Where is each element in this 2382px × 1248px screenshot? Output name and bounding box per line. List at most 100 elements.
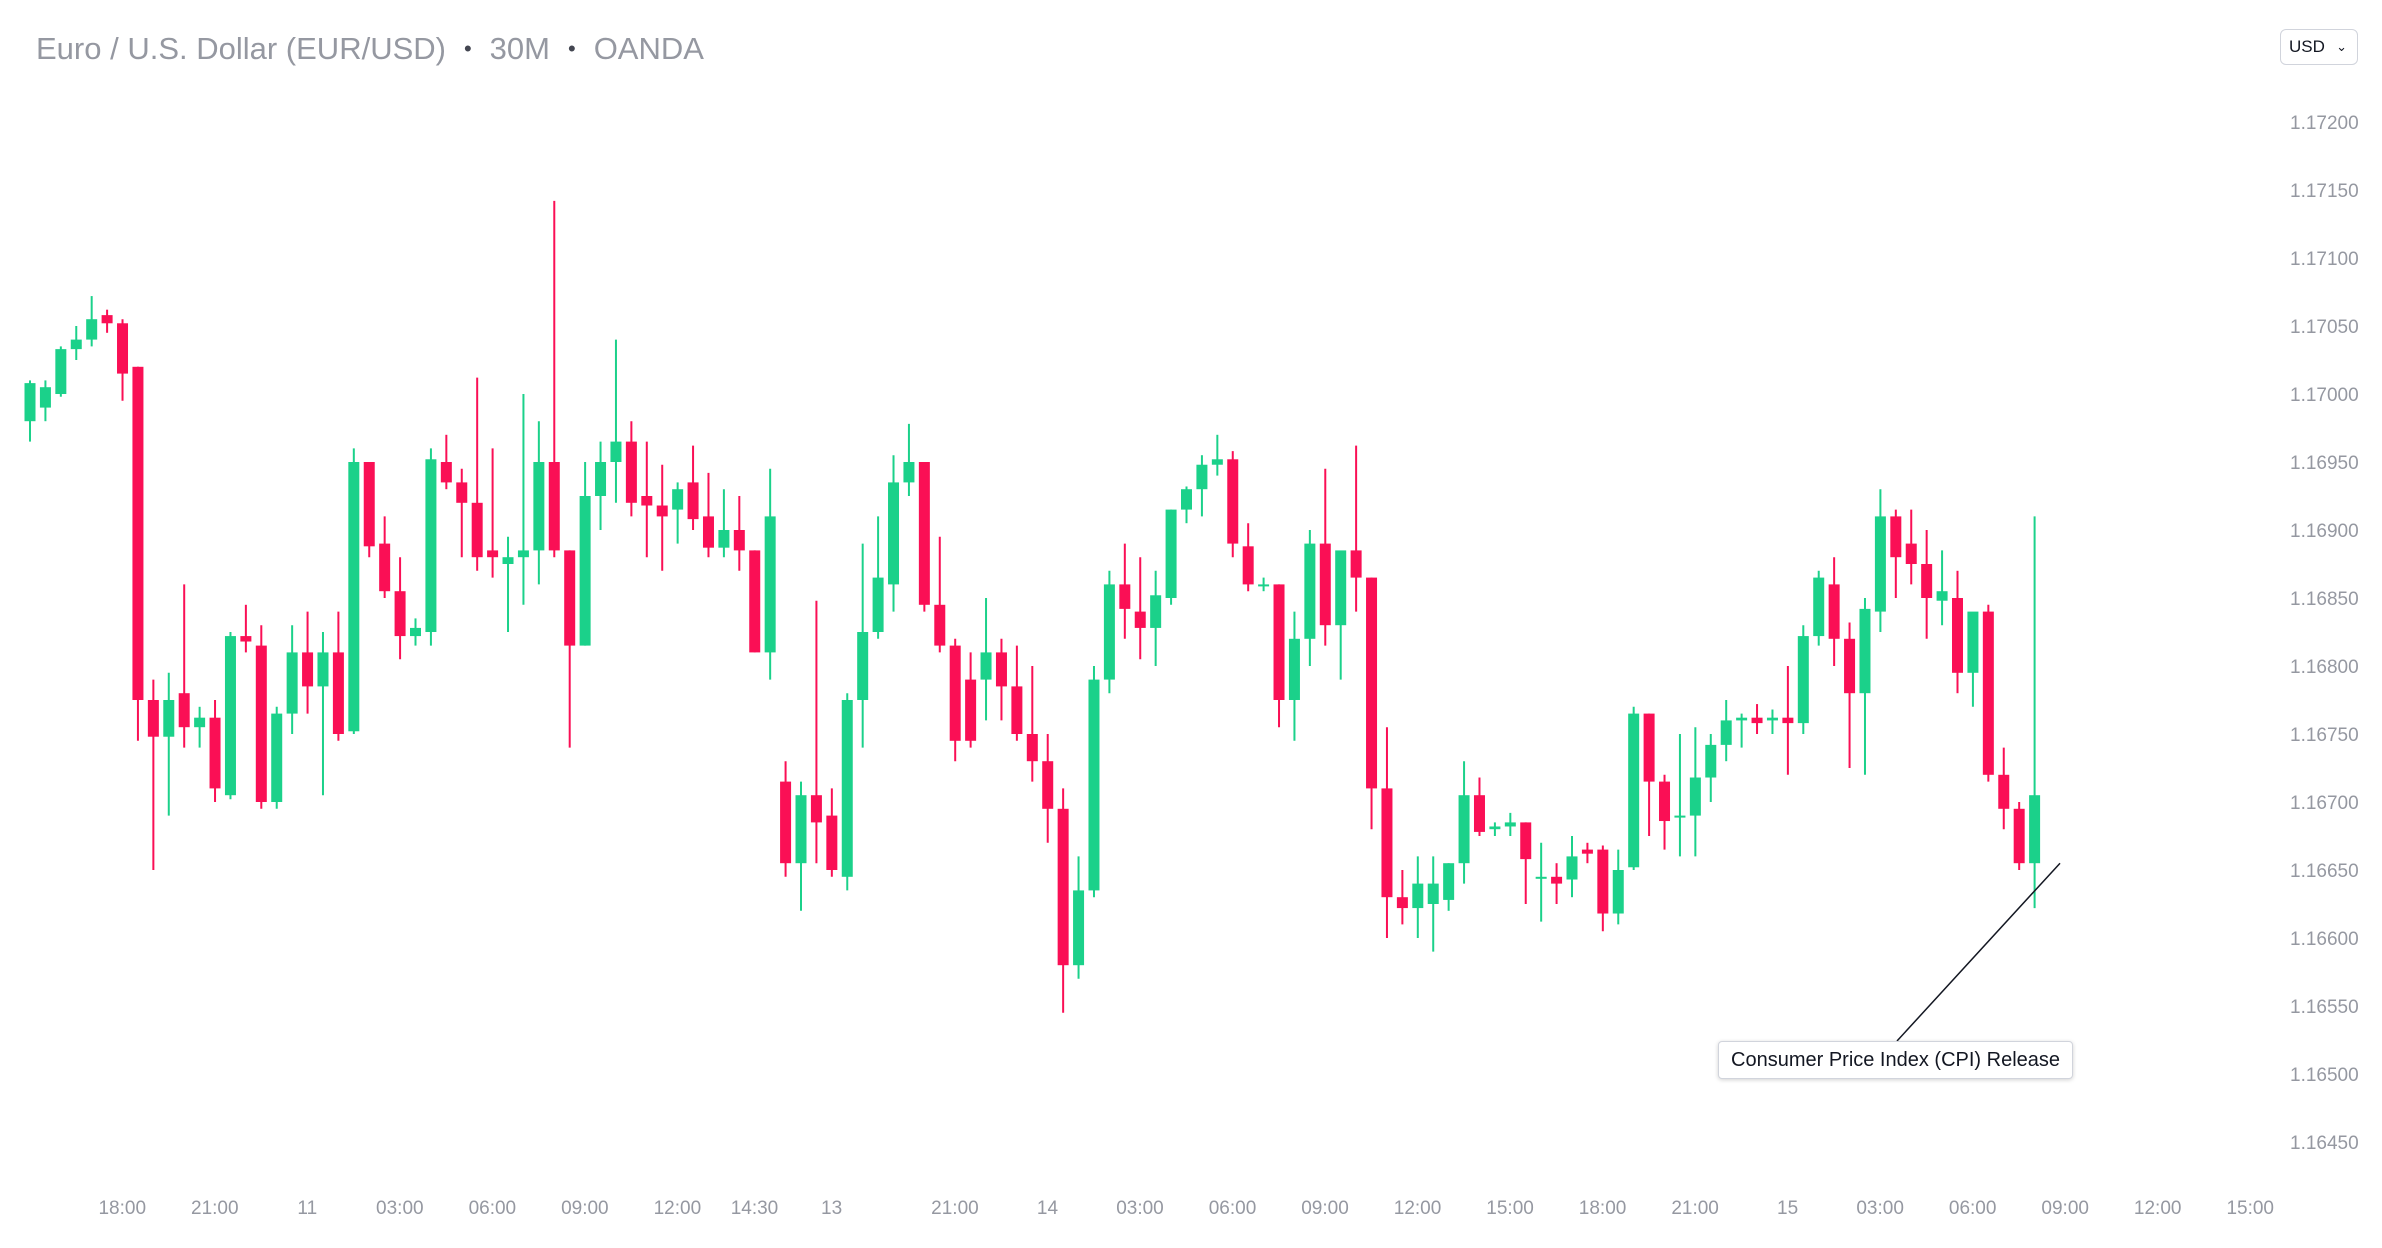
candle[interactable] bbox=[1350, 445, 1362, 612]
candle[interactable] bbox=[1427, 856, 1439, 952]
candle[interactable] bbox=[1181, 486, 1192, 524]
candle[interactable] bbox=[1396, 870, 1408, 925]
candle[interactable] bbox=[702, 472, 714, 558]
candle[interactable] bbox=[841, 693, 853, 891]
candle[interactable] bbox=[1412, 856, 1424, 938]
candle[interactable] bbox=[1011, 645, 1023, 741]
candle[interactable] bbox=[1073, 856, 1085, 979]
candle[interactable] bbox=[1998, 747, 2010, 830]
candle[interactable] bbox=[1211, 434, 1223, 476]
candle[interactable] bbox=[1227, 451, 1239, 558]
candle[interactable] bbox=[224, 632, 236, 800]
candle[interactable] bbox=[826, 788, 838, 877]
candle[interactable] bbox=[1273, 584, 1285, 728]
candle[interactable] bbox=[564, 550, 576, 748]
candle[interactable] bbox=[1597, 845, 1609, 932]
candle[interactable] bbox=[903, 423, 915, 496]
candle[interactable] bbox=[1612, 849, 1624, 925]
candle[interactable] bbox=[1258, 577, 1270, 592]
candle[interactable] bbox=[178, 584, 190, 748]
candle[interactable] bbox=[1196, 455, 1208, 517]
candle[interactable] bbox=[86, 296, 98, 347]
candle[interactable] bbox=[1150, 570, 1162, 666]
candle[interactable] bbox=[286, 625, 298, 734]
candle[interactable] bbox=[1458, 761, 1470, 884]
candle[interactable] bbox=[687, 445, 699, 530]
candle[interactable] bbox=[440, 434, 452, 490]
candle[interactable] bbox=[1797, 625, 1809, 734]
candle[interactable] bbox=[1535, 842, 1547, 922]
candle[interactable] bbox=[1705, 734, 1717, 802]
candle[interactable] bbox=[1381, 727, 1393, 938]
candle[interactable] bbox=[1288, 611, 1300, 741]
candle[interactable] bbox=[394, 557, 406, 660]
candle[interactable] bbox=[733, 496, 745, 571]
candle[interactable] bbox=[39, 380, 51, 422]
candle[interactable] bbox=[1551, 863, 1563, 904]
candle[interactable] bbox=[1674, 734, 1686, 857]
candle[interactable] bbox=[795, 781, 807, 911]
candle[interactable] bbox=[1628, 706, 1640, 870]
candle[interactable] bbox=[888, 455, 900, 612]
candle[interactable] bbox=[363, 462, 375, 558]
candle[interactable] bbox=[117, 319, 129, 401]
candle[interactable] bbox=[918, 462, 930, 612]
candle[interactable] bbox=[949, 638, 961, 762]
candle[interactable] bbox=[517, 394, 529, 605]
candle[interactable] bbox=[1967, 611, 1979, 707]
candle[interactable] bbox=[1874, 489, 1886, 632]
candle[interactable] bbox=[456, 468, 468, 558]
candle[interactable] bbox=[1782, 666, 1794, 775]
candle[interactable] bbox=[487, 448, 499, 578]
candle[interactable] bbox=[934, 536, 946, 653]
candle[interactable] bbox=[872, 516, 884, 639]
candle[interactable] bbox=[1242, 523, 1254, 592]
candle[interactable] bbox=[1936, 550, 1948, 626]
candle[interactable] bbox=[1057, 788, 1069, 1013]
candle[interactable] bbox=[209, 700, 221, 802]
candle[interactable] bbox=[194, 706, 206, 748]
candle[interactable] bbox=[533, 421, 545, 585]
candle[interactable] bbox=[548, 200, 560, 558]
candle[interactable] bbox=[1443, 863, 1455, 911]
candle[interactable] bbox=[101, 309, 113, 333]
candle[interactable] bbox=[332, 611, 344, 741]
candle[interactable] bbox=[163, 672, 175, 816]
candle[interactable] bbox=[1366, 577, 1378, 830]
candle[interactable] bbox=[1103, 570, 1115, 694]
candle[interactable] bbox=[471, 377, 483, 571]
candle[interactable] bbox=[1566, 836, 1578, 898]
candle[interactable] bbox=[1736, 713, 1748, 748]
candle[interactable] bbox=[1890, 509, 1902, 598]
candle[interactable] bbox=[995, 638, 1007, 721]
candle[interactable] bbox=[1720, 700, 1732, 762]
candle[interactable] bbox=[610, 339, 622, 503]
candle[interactable] bbox=[1952, 570, 1963, 694]
candle[interactable] bbox=[1165, 509, 1177, 605]
currency-selector[interactable]: USD ⌄ bbox=[2280, 29, 2358, 65]
candle[interactable] bbox=[132, 366, 144, 741]
candle[interactable] bbox=[240, 604, 252, 653]
candle[interactable] bbox=[55, 346, 67, 397]
candle[interactable] bbox=[1304, 530, 1316, 666]
candle[interactable] bbox=[1088, 666, 1100, 898]
candle[interactable] bbox=[348, 448, 360, 734]
candle[interactable] bbox=[1828, 557, 1840, 666]
candle[interactable] bbox=[1335, 550, 1347, 680]
candle[interactable] bbox=[1689, 727, 1701, 857]
candle[interactable] bbox=[1119, 543, 1131, 639]
candle[interactable] bbox=[379, 516, 391, 598]
candle[interactable] bbox=[764, 468, 776, 680]
candle[interactable] bbox=[1844, 622, 1856, 768]
candle[interactable] bbox=[24, 380, 36, 442]
candle[interactable] bbox=[70, 326, 82, 360]
candle[interactable] bbox=[1905, 509, 1917, 585]
candle[interactable] bbox=[579, 462, 591, 646]
candle[interactable] bbox=[780, 761, 792, 877]
candle[interactable] bbox=[502, 536, 514, 632]
candle[interactable] bbox=[2029, 516, 2041, 909]
candle[interactable] bbox=[980, 598, 992, 721]
cpi-annotation-label[interactable]: Consumer Price Index (CPI) Release bbox=[1718, 1041, 2074, 1079]
candle[interactable] bbox=[857, 543, 869, 748]
